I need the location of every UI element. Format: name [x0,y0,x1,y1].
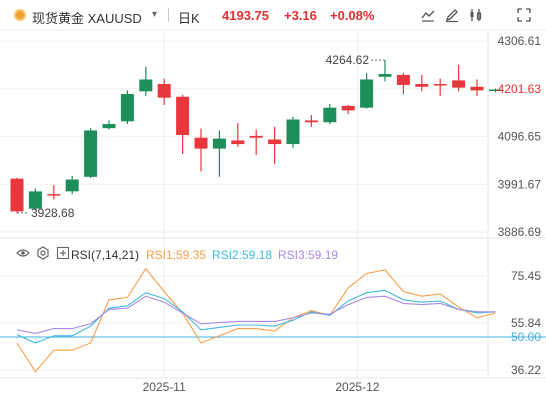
candle-body [304,120,318,123]
candle-body [378,74,392,77]
y-tick-label: 4306.61 [498,34,542,48]
line-chart-icon[interactable] [420,7,436,23]
price-change: +3.16 [284,8,317,23]
fullscreen-icon[interactable] [516,7,532,23]
indicator-toggle-icon[interactable] [468,7,484,23]
draw-tool-icon[interactable] [444,7,460,23]
indicator-label: RSI(7,14,21) [71,248,140,262]
candle-body [139,79,153,92]
candle-body [212,138,226,149]
instrument-name[interactable]: 现货黄金 XAUUSD [32,11,142,26]
y-tick-label: 4201.63 [498,82,542,96]
rsi-series-rsi3 [16,295,496,334]
candle-body [452,80,466,88]
candle-body [28,191,42,209]
rsi1-value: RSI1:59.35 [146,248,207,262]
price-change-percent: +0.08% [330,8,375,23]
y-tick-label: 3886.69 [498,225,542,239]
candle-body [84,130,98,177]
candle-body [47,194,61,196]
candle-body [433,84,447,86]
chevron-down-icon[interactable]: ▾ [152,9,158,20]
candle-body [415,84,429,87]
candle-body [286,119,300,145]
header-bar: 现货黄金 XAUUSD ▾ 日K 4193.75 +3.16 +0.08% [0,0,546,30]
y-tick-label: 4096.65 [498,130,542,144]
candle-body [194,137,208,149]
low-annotation: 3928.68 [31,206,75,220]
rsi3-value: RSI3:59.19 [278,248,339,262]
candle-body [120,94,134,122]
candle-body [65,179,79,192]
candle-body [323,107,337,123]
settings-icon[interactable] [36,246,50,263]
high-annotation: 4264.62 [326,53,370,67]
candle-body [157,84,171,98]
rsi-y-tick-label: 55.84 [511,316,541,330]
rsi-series-rsi1 [16,267,496,373]
candle-body [102,124,116,129]
candle-body [249,135,263,138]
rsi-y-tick-label: 36.22 [511,363,541,377]
candle-body [268,139,282,145]
eye-icon[interactable] [16,246,30,263]
rsi-series-rsi2 [16,289,496,344]
candle-body [470,86,484,91]
rsi2-value: RSI2:59.18 [212,248,273,262]
period-selector[interactable]: 日K [178,11,200,26]
rsi-legend: RSI(7,14,21) RSI1:59.35 RSI2:59.18 RSI3:… [0,245,546,265]
candle-body [10,178,24,212]
rsi-y-tick-label: 75.45 [511,269,541,283]
candle-body [360,79,374,108]
x-tick-label: 2025-11 [143,380,186,394]
header-divider [168,8,169,22]
last-price: 4193.75 [222,8,269,23]
y-tick-label: 3991.67 [498,177,542,191]
x-tick-label: 2025-12 [335,380,379,394]
add-indicator-icon[interactable] [56,246,70,263]
candle-body [488,89,502,91]
candle-body [396,74,410,85]
candle-body [231,140,245,145]
gold-coin-icon [14,9,26,21]
candle-body [176,96,190,135]
rsi-y-tick-label: 50.00 [511,330,541,344]
candle-body [341,105,355,111]
